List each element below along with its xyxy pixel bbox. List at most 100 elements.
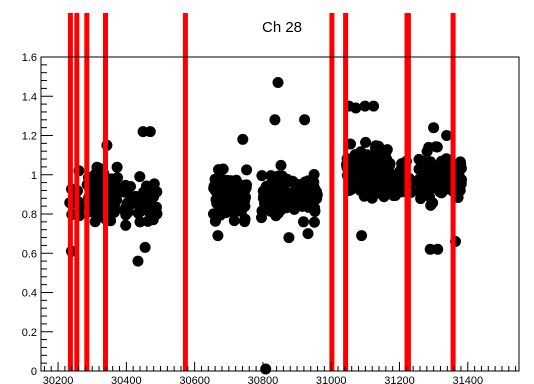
data-point-359 — [308, 169, 320, 180]
data-point-576 — [420, 182, 432, 194]
data-point-347 — [258, 190, 270, 202]
data-point-613 — [272, 77, 284, 88]
data-point-155 — [120, 219, 132, 231]
data-point-616 — [283, 232, 295, 244]
data-point-361 — [260, 180, 272, 192]
data-point-317 — [256, 170, 268, 182]
data-point-239 — [208, 182, 220, 194]
x-tick-label-3: 30800 — [248, 375, 279, 384]
data-point-158 — [146, 206, 158, 218]
data-point-357 — [272, 170, 284, 182]
data-point-600 — [433, 169, 445, 181]
data-point-294 — [256, 212, 267, 224]
data-point-617 — [302, 228, 314, 240]
data-point-352 — [283, 187, 295, 199]
data-point-96 — [106, 176, 118, 188]
data-point-360 — [291, 187, 303, 199]
data-point-243 — [233, 205, 245, 217]
chart-title: Ch 28 — [262, 19, 302, 36]
data-point-621 — [359, 100, 371, 112]
data-point-99 — [105, 201, 117, 213]
vertical-lines — [67, 13, 456, 371]
y-tick-label-1: 0.2 — [22, 327, 37, 339]
data-point-118 — [134, 171, 146, 183]
data-point-234 — [218, 199, 230, 211]
data-point-433 — [378, 191, 390, 203]
y-tick-label-0: 0 — [31, 366, 37, 378]
data-point-608 — [144, 126, 156, 138]
data-point-73 — [89, 216, 101, 228]
data-point-153 — [130, 190, 142, 202]
data-point-492 — [396, 163, 407, 175]
data-point-559 — [440, 153, 452, 165]
data-point-614 — [269, 114, 281, 126]
data-point-362 — [285, 175, 297, 187]
data-point-622 — [368, 100, 380, 112]
y-tick-label-7: 1.4 — [22, 91, 37, 103]
data-point-456 — [359, 186, 371, 198]
x-tick-label-0: 30200 — [43, 375, 74, 384]
data-point-503 — [392, 181, 404, 193]
y-tick-label-3: 0.6 — [22, 248, 37, 260]
data-point-466 — [376, 181, 388, 193]
data-point-174 — [228, 215, 240, 227]
data-point-615 — [299, 114, 311, 126]
data-point-242 — [225, 180, 237, 192]
axes: 30200 30400 30600 30800 31000 31200 31400 0 0.2 0… — [22, 52, 517, 384]
data-point-499 — [388, 190, 399, 202]
data-point-580 — [428, 180, 440, 192]
data-point-470 — [346, 157, 358, 169]
data-point-355 — [275, 204, 287, 216]
data-point-601 — [453, 178, 465, 190]
data-point-460 — [380, 147, 392, 159]
data-point-98 — [93, 198, 105, 210]
data-point-471 — [361, 149, 373, 161]
data-point-502 — [384, 158, 396, 169]
data-point-590 — [436, 187, 447, 199]
y-tick-label-2: 0.4 — [22, 288, 37, 300]
data-point-473 — [363, 158, 375, 169]
data-point-289 — [275, 159, 287, 171]
y-tick-label-8: 1.6 — [22, 52, 37, 64]
data-point-550 — [421, 146, 433, 157]
data-point-356 — [288, 203, 300, 215]
data-point-215 — [217, 163, 229, 175]
data-point-154 — [140, 181, 152, 193]
data-point-627 — [432, 243, 444, 255]
data-point-587 — [415, 193, 427, 205]
data-point-358 — [266, 195, 278, 207]
data-point-611 — [237, 133, 249, 145]
data-point-500 — [384, 170, 396, 182]
data-point-349 — [304, 192, 316, 204]
data-point-436 — [360, 136, 372, 148]
data-point-314 — [308, 216, 320, 228]
data-point-450 — [373, 140, 385, 152]
x-tick-label-4: 31000 — [316, 375, 347, 384]
data-point-623 — [356, 230, 368, 242]
data-point-579 — [430, 141, 442, 153]
data-point-472 — [362, 176, 374, 187]
data-point-624 — [428, 122, 440, 134]
data-point-152 — [135, 201, 147, 213]
data-point-157 — [121, 200, 133, 211]
data-point-609 — [132, 255, 144, 267]
data-point-230 — [209, 215, 221, 227]
data-point-592 — [424, 156, 436, 168]
data-point-229 — [240, 182, 252, 194]
data-point-610 — [139, 241, 151, 253]
data-point-603 — [442, 178, 454, 190]
y-tick-label-4: 0.8 — [22, 209, 37, 221]
data-point-625 — [441, 130, 453, 141]
data-point-602 — [417, 165, 429, 177]
data-point-219 — [209, 173, 221, 185]
data-point-137 — [120, 179, 131, 191]
data-point-599 — [427, 197, 439, 209]
data-point-156 — [134, 216, 146, 228]
data-point-180 — [241, 164, 253, 176]
y-tick-label-6: 1.2 — [22, 131, 37, 143]
data-point-620 — [350, 102, 362, 114]
data-point-363 — [301, 181, 313, 193]
x-tick-label-5: 31200 — [384, 375, 415, 384]
data-point-149 — [147, 214, 159, 226]
